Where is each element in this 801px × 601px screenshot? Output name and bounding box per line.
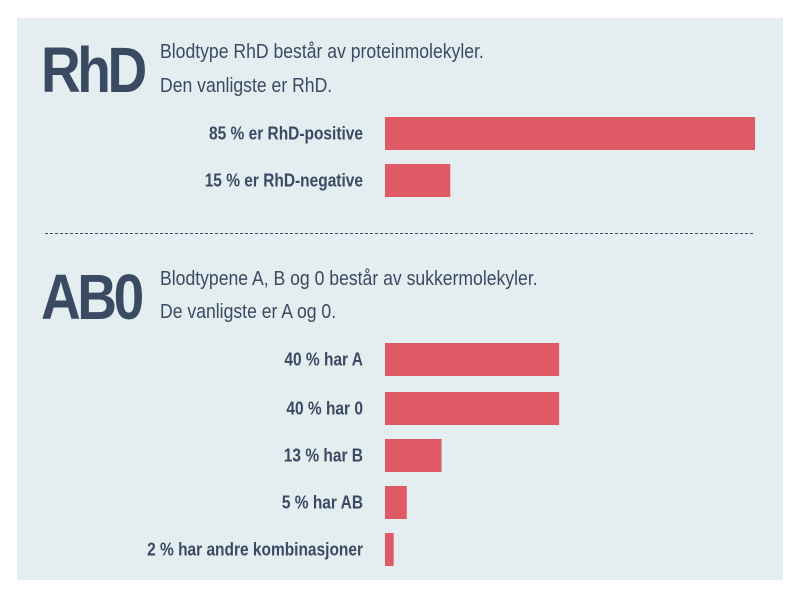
bar-label-ab0-3: 5 % har AB [282, 493, 363, 513]
bar-label-ab0-0: 40 % har A [284, 350, 363, 370]
ab0-heading: AB0 [41, 261, 144, 333]
ab0-description-line2: De vanligste er A og 0. [160, 301, 337, 323]
bar-ab0-0 [385, 343, 560, 376]
bar-label-ab0-2: 13 % har B [284, 446, 363, 466]
section-divider [45, 233, 753, 234]
bar-label-rhd-1: 15 % er RhD-negative [205, 171, 363, 191]
rhd-description-line2: Den vanligste er RhD. [160, 75, 333, 97]
bar-ab0-4 [385, 533, 394, 566]
ab0-description-line1: Blodtypene A, B og 0 består av sukkermol… [160, 268, 538, 290]
bar-ab0-3 [385, 486, 407, 519]
bar-rhd-0 [385, 117, 755, 150]
rhd-description-line1: Blodtype RhD består av proteinmolekyler. [160, 41, 484, 63]
bar-label-ab0-4: 2 % har andre kombinasjoner [147, 540, 363, 560]
bar-ab0-2 [385, 439, 442, 472]
bar-ab0-1 [385, 392, 560, 425]
bar-rhd-1 [385, 164, 451, 197]
bar-label-rhd-0: 85 % er RhD-positive [209, 124, 363, 144]
bar-label-ab0-1: 40 % har 0 [286, 399, 363, 419]
rhd-heading: RhD [41, 34, 147, 106]
